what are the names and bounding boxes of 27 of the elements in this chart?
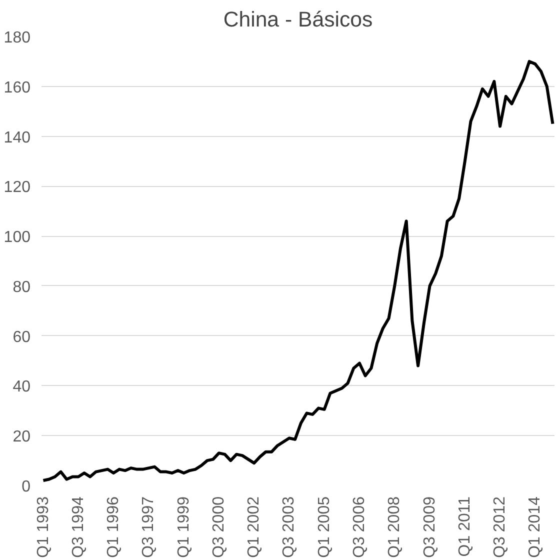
x-tick-label: Q3 1994 bbox=[70, 496, 87, 558]
x-tick-label: Q1 1993 bbox=[34, 496, 52, 558]
x-tick-label: Q1 2008 bbox=[386, 496, 404, 558]
y-tick-label: 20 bbox=[12, 428, 31, 446]
x-tick-label: Q1 2014 bbox=[526, 496, 544, 558]
y-tick-label: 40 bbox=[12, 378, 31, 396]
y-tick-label: 120 bbox=[4, 179, 31, 196]
line-series bbox=[42, 60, 554, 482]
y-tick-label: 100 bbox=[4, 229, 31, 246]
x-tick-label: Q3 2000 bbox=[210, 496, 228, 558]
x-tick-label: Q3 2003 bbox=[280, 496, 298, 558]
x-tick-label: Q3 1997 bbox=[140, 496, 158, 558]
x-tick-label: Q3 2006 bbox=[350, 496, 368, 558]
y-tick-label: 0 bbox=[22, 478, 31, 496]
chart-title: China - Básicos bbox=[223, 8, 373, 32]
y-tick-label: 80 bbox=[12, 278, 31, 296]
x-tick-label: Q1 2011 bbox=[456, 496, 474, 557]
x-tick-label: Q1 2005 bbox=[316, 496, 333, 558]
y-tick-label: 140 bbox=[4, 129, 31, 146]
y-tick-label: 160 bbox=[4, 79, 31, 96]
x-tick-label: Q1 1999 bbox=[175, 496, 192, 558]
y-tick-label: 180 bbox=[4, 30, 31, 46]
x-tick-label: Q1 1996 bbox=[105, 496, 122, 558]
x-tick-label: Q1 2002 bbox=[246, 496, 263, 558]
y-tick-label: 60 bbox=[12, 328, 31, 346]
x-tick-label: Q3 2012 bbox=[492, 496, 509, 558]
x-tick-label: Q3 2009 bbox=[421, 496, 438, 558]
